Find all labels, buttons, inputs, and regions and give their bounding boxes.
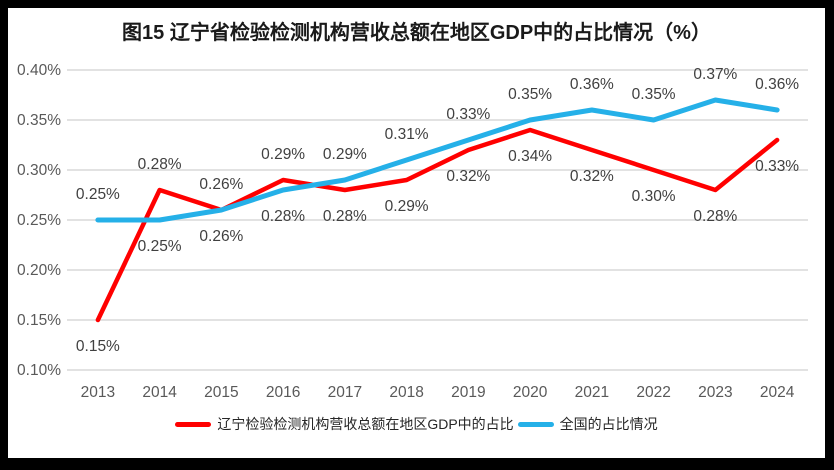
national-series-line — [95, 97, 780, 223]
legend-item-national: 全国的占比情况 — [517, 414, 658, 434]
y-axis-tick-label: 0.20% — [17, 262, 61, 279]
x-axis-tick-label: 2014 — [142, 384, 177, 401]
legend-label-national: 全国的占比情况 — [559, 416, 658, 432]
legend-label-liaoning: 辽宁检验检测机构营收总额在地区GDP中的占比 — [217, 416, 514, 432]
y-axis-tick-label: 0.10% — [17, 362, 61, 379]
x-axis-tick-label: 2017 — [328, 384, 362, 401]
liaoning-data-label: 0.28% — [323, 208, 367, 225]
liaoning-series-line — [95, 127, 780, 323]
national-data-label: 0.25% — [76, 186, 120, 203]
x-axis-tick-label: 2023 — [698, 384, 732, 401]
chart-title: 图15 辽宁省检验检测机构营收总额在地区GDP中的占比情况（%） — [122, 22, 711, 44]
y-axis-tick-label: 0.40% — [17, 62, 61, 79]
national-data-label: 0.25% — [138, 238, 182, 255]
national-data-label: 0.36% — [755, 76, 799, 93]
line-chart-canvas: 0.40% 0.35% 0.30% 0.25% 0.20% 0.15% 0.10% 2013 2… — [17, 62, 808, 401]
y-axis-tick-label: 0.30% — [17, 162, 61, 179]
x-axis-tick-label: 2020 — [513, 384, 548, 401]
liaoning-data-label: 0.30% — [632, 188, 676, 205]
national-data-label: 0.35% — [632, 86, 676, 103]
x-axis-tick-label: 2022 — [636, 384, 670, 401]
national-data-label: 0.37% — [693, 66, 737, 83]
national-data-label: 0.36% — [570, 76, 614, 93]
national-data-label: 0.31% — [385, 126, 429, 143]
x-axis-tick-label: 2024 — [760, 384, 795, 401]
liaoning-data-label: 0.29% — [261, 146, 305, 163]
x-axis-tick-label: 2019 — [451, 384, 485, 401]
x-axis-tick-label: 2018 — [389, 384, 423, 401]
national-data-label: 0.28% — [261, 208, 305, 225]
x-axis-tick-label: 2021 — [575, 384, 609, 401]
y-axis-tick-label: 0.15% — [17, 312, 61, 329]
liaoning-data-label: 0.32% — [446, 168, 490, 185]
y-axis-tick-label: 0.35% — [17, 112, 61, 129]
liaoning-data-label: 0.33% — [755, 158, 799, 175]
chart-legend: 辽宁检验检测机构营收总额在地区GDP中的占比 全国的占比情况 — [8, 414, 825, 434]
national-data-label: 0.35% — [508, 86, 552, 103]
liaoning-data-label: 0.15% — [76, 338, 120, 355]
x-axis-tick-label: 2016 — [266, 384, 300, 401]
liaoning-data-label: 0.28% — [693, 208, 737, 225]
liaoning-data-label: 0.32% — [570, 168, 614, 185]
national-data-label: 0.29% — [323, 146, 367, 163]
liaoning-series-swatch — [175, 421, 212, 427]
liaoning-data-label: 0.28% — [138, 156, 182, 173]
national-data-label: 0.33% — [446, 106, 490, 123]
liaoning-data-label: 0.29% — [385, 198, 429, 215]
liaoning-data-label: 0.26% — [199, 176, 243, 193]
national-series-swatch — [517, 421, 554, 427]
legend-item-liaoning: 辽宁检验检测机构营收总额在地区GDP中的占比 — [175, 414, 514, 434]
x-axis-tick-label: 2013 — [81, 384, 115, 401]
national-data-label: 0.26% — [199, 228, 243, 245]
y-axis-tick-label: 0.25% — [17, 212, 61, 229]
x-axis-tick-label: 2015 — [204, 384, 238, 401]
liaoning-data-label: 0.34% — [508, 148, 552, 165]
